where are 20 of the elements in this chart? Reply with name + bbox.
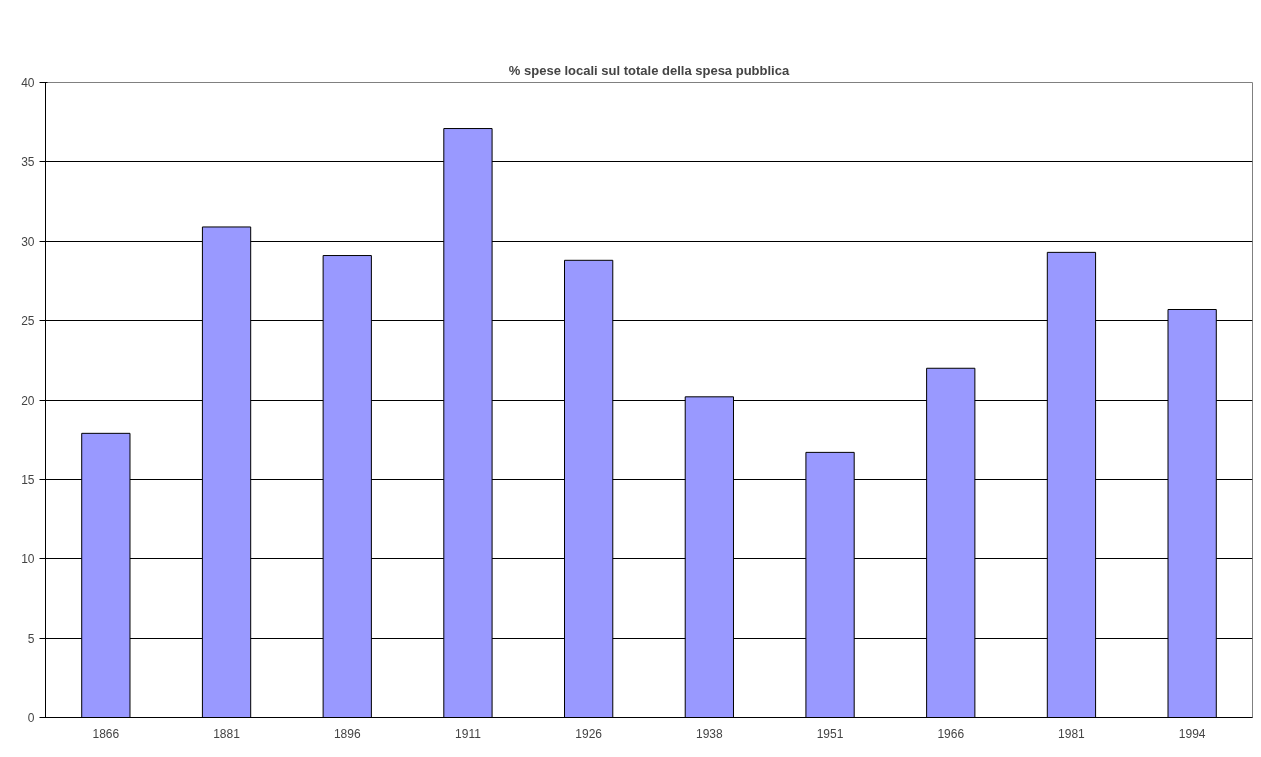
x-tick-label: 1926 <box>575 726 603 741</box>
x-tick-label: 1911 <box>455 726 482 741</box>
x-tick-label: 1896 <box>333 726 361 741</box>
x-tick-label: 1951 <box>816 726 844 741</box>
y-tick-label: 20 <box>21 393 35 408</box>
y-tick-label: 0 <box>27 711 35 725</box>
x-tick-label: 1994 <box>1178 726 1206 741</box>
x-tick-label: 1981 <box>1058 726 1086 741</box>
chart-title: % spese locali sul totale della spesa pubblica <box>508 62 790 78</box>
y-tick-label: 15 <box>21 472 35 487</box>
y-tick-label: 35 <box>21 155 35 170</box>
x-tick-label: 1966 <box>937 726 965 741</box>
x-tick-label: 1881 <box>213 726 241 741</box>
y-tick-label: 30 <box>21 234 35 249</box>
y-tick-label: 25 <box>21 314 35 329</box>
y-tick-label: 5 <box>27 631 35 646</box>
y-tick-label: 40 <box>21 76 35 90</box>
x-tick-label: 1938 <box>696 726 724 741</box>
y-tick-label: 10 <box>21 552 35 567</box>
x-tick-label: 1866 <box>92 726 120 741</box>
